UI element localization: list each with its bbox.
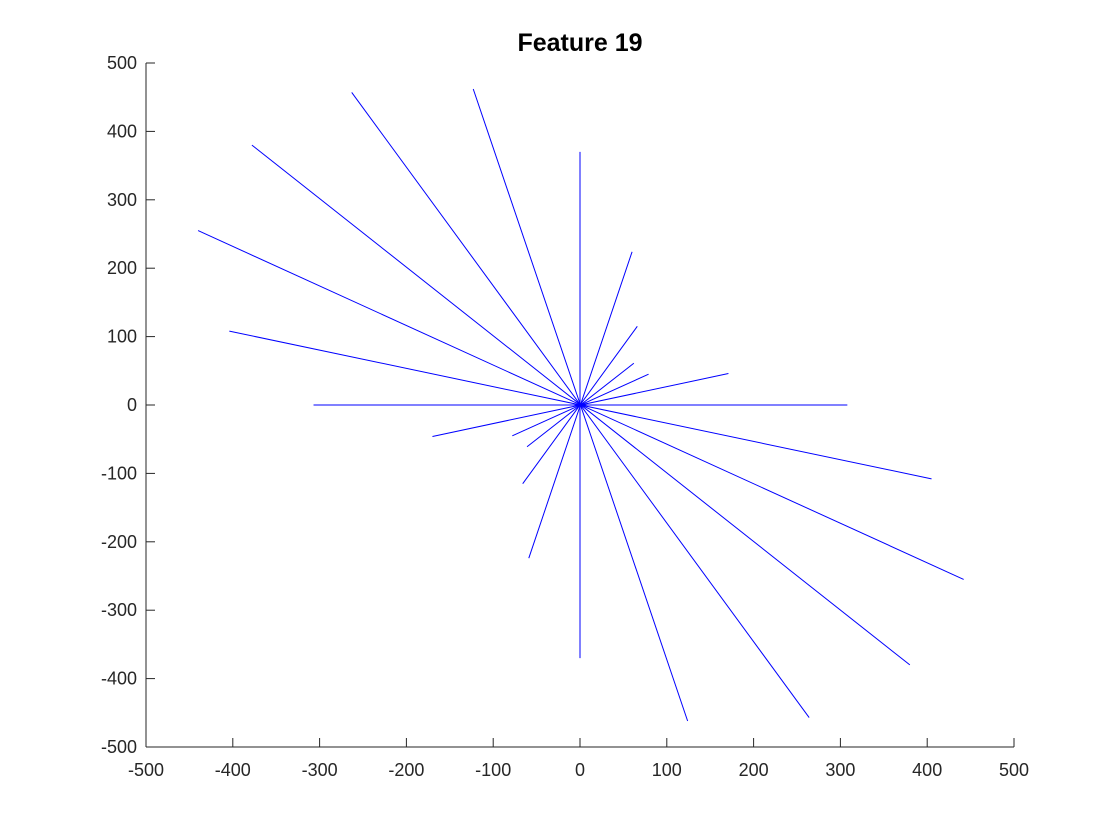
y-tick-label: 300	[107, 190, 137, 210]
x-tick-label: 500	[999, 760, 1029, 780]
x-tick-label: -200	[388, 760, 424, 780]
series-line-12	[432, 373, 729, 437]
x-tick-label: -100	[475, 760, 511, 780]
y-tick-label: 500	[107, 53, 137, 73]
x-tick-label: 200	[739, 760, 769, 780]
chart-title: Feature 19	[517, 29, 642, 57]
x-tick-label: 400	[912, 760, 942, 780]
y-tick-label: 0	[127, 395, 137, 415]
axes: -500 -400 -300 -200 -100 0 100 200 300 400 500 -500…	[101, 53, 1029, 780]
y-tick-label: -100	[101, 463, 137, 483]
y-tick-label: -500	[101, 737, 137, 757]
x-tick-label: -500	[128, 760, 164, 780]
x-tick-label: -300	[302, 760, 338, 780]
y-tick-label: 400	[107, 121, 137, 141]
plot-area	[197, 88, 964, 722]
x-tick-label: -400	[215, 760, 251, 780]
y-tick-label: -200	[101, 532, 137, 552]
x-tick-label: 0	[575, 760, 585, 780]
x-tick-label: 100	[652, 760, 682, 780]
y-tick-label: 200	[107, 258, 137, 278]
y-tick-label: 100	[107, 327, 137, 347]
y-tick-label: -300	[101, 600, 137, 620]
x-tick-label: 300	[825, 760, 855, 780]
y-tick-label: -400	[101, 669, 137, 689]
